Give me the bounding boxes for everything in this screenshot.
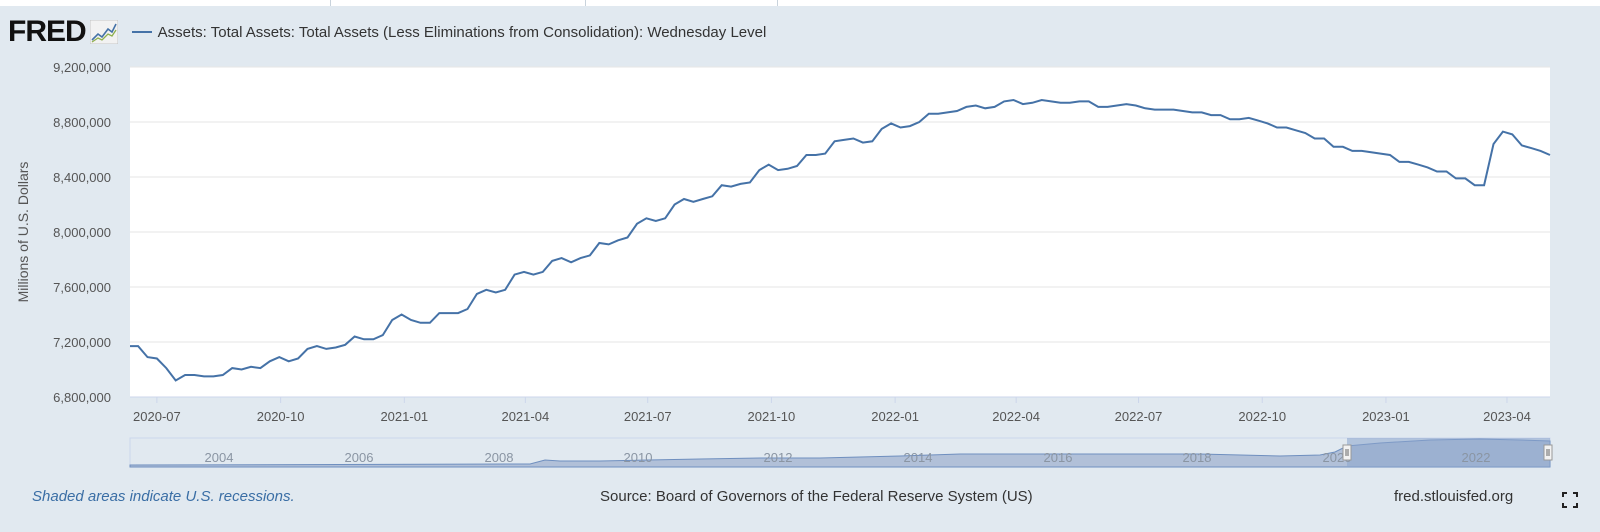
x-tick-label: 2021-07 [624,409,672,424]
x-tick-label: 2022-07 [1115,409,1163,424]
x-tick-label: 2022-04 [992,409,1040,424]
y-tick-label: 8,000,000 [53,225,111,240]
y-tick-label: 6,800,000 [53,390,111,405]
navigator-label: 2022 [1462,450,1491,465]
y-axis-label: Millions of U.S. Dollars [15,162,31,303]
navigator-label: 2016 [1044,450,1073,465]
recession-note: Shaded areas indicate U.S. recessions. [32,488,295,505]
x-tick-label: 2021-04 [501,409,549,424]
navigator-label: 2010 [624,450,653,465]
series-line [130,98,1551,382]
legend-label[interactable]: Assets: Total Assets: Total Assets (Less… [157,23,767,41]
top-strip-divider [585,0,586,6]
navigator-label: 2018 [1183,450,1212,465]
navigator-label: 2012 [764,450,793,465]
navigator-label: 2006 [345,450,374,465]
top-strip-divider [330,0,331,6]
x-tick-label: 2023-01 [1362,409,1410,424]
fred-logo[interactable]: FRED [8,15,87,48]
x-tick-label: 2020-07 [133,409,181,424]
navigator-handle[interactable] [1543,444,1553,461]
x-tick-label: 2021-01 [380,409,428,424]
top-strip [0,0,1600,6]
x-tick-label: 2020-10 [257,409,305,424]
x-axis-ticks: 2020-07 2020-10 2021-01 2021-04 2021-07 2021-… [130,396,1550,424]
source-note: Source: Board of Governors of the Federa… [600,488,1033,505]
line-chart-icon [89,20,118,44]
navigator-handle[interactable] [1342,444,1352,461]
x-tick-label: 2023-04 [1483,409,1531,424]
y-tick-label: 7,600,000 [53,280,111,295]
y-tick-label: 7,200,000 [53,335,111,350]
y-tick-label: 8,800,000 [53,115,111,130]
navigator-selection[interactable] [1347,438,1550,467]
y-tick-label: 9,200,000 [53,60,111,75]
chart-svg: 9,200,000 8,800,000 8,400,000 8,000,000 7,60… [15,60,1553,468]
y-tick-label: 8,400,000 [53,170,111,185]
navigator-label: 2014 [904,450,933,465]
x-tick-label: 2022-10 [1238,409,1286,424]
navigator-label: 2004 [205,450,234,465]
x-tick-label: 2022-01 [871,409,919,424]
range-navigator[interactable]: 2004 2006 2008 2010 2012 2014 2016 2018 2020 2022 [129,437,1553,468]
fullscreen-icon[interactable] [1562,492,1578,508]
navigator-label: 2008 [485,450,514,465]
y-axis-ticks: 9,200,000 8,800,000 8,400,000 8,000,000 7,60… [53,60,111,405]
site-link[interactable]: fred.stlouisfed.org [1394,488,1514,505]
x-tick-label: 2021-10 [748,409,796,424]
chart-header: FRED Assets: Total Assets: Total Assets … [8,14,766,50]
top-strip-divider [777,0,778,6]
legend-swatch [131,31,152,33]
